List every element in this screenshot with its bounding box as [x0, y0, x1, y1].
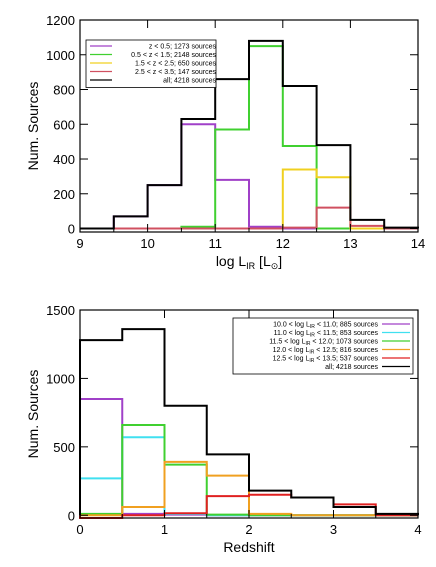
bottom-histogram-panel: 0 1 2 3 4 0 500 1000 1500 Num. Sources Redshift 10.… [25, 303, 422, 555]
legend-label-0-0: z < 0.5; 1273 sources [149, 44, 217, 51]
legend-label-1-4: 12.5 < log LIR < 13.5; 537 sources [273, 356, 379, 365]
x-tick-label-0-5: 14 [411, 236, 425, 251]
x-tick-label-1-0: 0 [76, 522, 83, 537]
x-tick-label-1-4: 4 [414, 522, 421, 537]
legend-label-1-5: all; 4218 sources [325, 364, 378, 371]
series-line-0-4 [80, 39, 419, 230]
x-axis-label-0: log LIR [L⊙] [216, 253, 282, 271]
x-tick-label-1-2: 2 [245, 522, 252, 537]
y-axis-label-1: Num. Sources [25, 370, 41, 459]
y-tick-label-0-5: 1000 [46, 48, 75, 63]
x-axis-label-1: Redshift [223, 539, 274, 555]
legend-box-1 [232, 317, 414, 375]
y-tick-label-0-6: 1200 [46, 13, 75, 28]
legend-label-0-4: all; 4218 sources [163, 78, 216, 85]
x-tick-label-1-1: 1 [161, 522, 168, 537]
legend-label-1-3: 12.0 < log LIR < 12.5; 816 sources [273, 347, 379, 356]
x-tick-label-1-3: 3 [330, 522, 337, 537]
y-tick-label-0-1: 200 [53, 187, 75, 202]
legend-label-0-1: 0.5 < z < 1.5; 2148 sources [131, 52, 216, 59]
legend-label-1-0: 10.0 < log LIR < 11.0; 885 sources [273, 322, 378, 331]
top-histogram-panel: 9 10 11 12 13 14 0 200 400 600 800 1000 1200 Num. Sou… [25, 13, 425, 271]
y-axis-label-0: Num. Sources [25, 82, 41, 171]
x-tick-label-0-2: 11 [208, 236, 222, 251]
y-tick-label-0-4: 800 [53, 83, 75, 98]
x-tick-label-0-0: 9 [76, 236, 83, 251]
legend-label-0-2: 1.5 < z < 2.5; 650 sources [135, 61, 216, 68]
y-tick-label-1-3: 1500 [46, 303, 75, 318]
y-tick-label-1-1: 500 [53, 440, 75, 455]
y-tick-label-0-3: 600 [53, 117, 75, 132]
series-line-1-3 [80, 460, 418, 517]
y-tick-label-0-2: 400 [53, 152, 75, 167]
y-tick-label-0-0: 0 [68, 222, 75, 237]
legend-label-0-3: 2.5 < z < 3.5; 147 sources [135, 69, 216, 76]
series-line-1-5 [79, 328, 419, 516]
legend-label-1-2: 11.5 < log LIR < 12.0; 1073 sources [269, 339, 378, 348]
x-tick-label-0-3: 12 [276, 236, 290, 251]
series-line-0-0 [80, 123, 418, 230]
y-tick-label-1-2: 1000 [46, 371, 75, 386]
y-tick-label-1-0: 0 [68, 508, 75, 523]
x-tick-label-0-1: 10 [140, 236, 154, 251]
legend-label-1-1: 11.0 < log LIR < 11.5; 853 sources [274, 330, 379, 339]
x-tick-label-0-4: 13 [343, 236, 357, 251]
